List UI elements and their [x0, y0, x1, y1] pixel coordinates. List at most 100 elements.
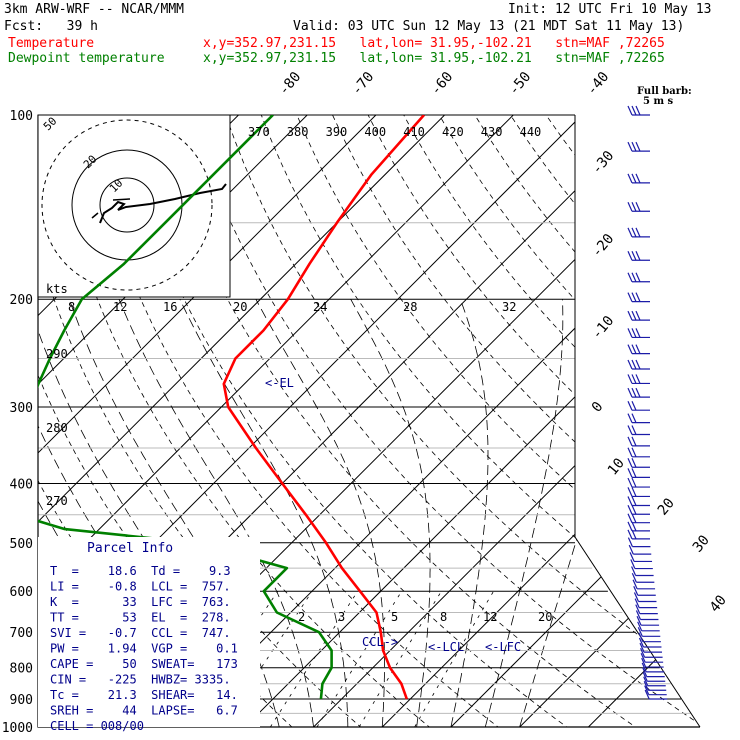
- wind-barb-flag: [638, 632, 644, 642]
- theta-label: 400: [364, 125, 386, 139]
- wind-barb-flag: [635, 141, 641, 152]
- full-barb-speed: 5 m s: [643, 96, 674, 107]
- wind-barb-flag: [635, 310, 641, 321]
- mixing-ratio-label: 3: [338, 610, 345, 624]
- wind-barb-flag: [631, 566, 637, 576]
- wind-barb-flag: [635, 227, 641, 238]
- wind-barb-flag: [627, 487, 633, 497]
- hodograph-speed-label: 8: [68, 300, 75, 314]
- parcel-info-row: SREH = 44 LAPSE= 6.7: [50, 704, 238, 718]
- wind-barb-flag: [631, 436, 637, 447]
- wind-barb-flag: [631, 359, 637, 370]
- wind-barb-flag: [635, 387, 641, 398]
- isotherm-label: 40: [707, 592, 730, 615]
- wind-barb: [627, 328, 650, 339]
- wind-barb-flag: [631, 447, 637, 458]
- wind-barb-flag: [627, 529, 633, 540]
- hodograph-speed-label: 28: [403, 300, 417, 314]
- parcel-info-row: TT = 53 EL = 278.: [50, 611, 231, 625]
- wind-barb-flag: [643, 676, 649, 687]
- wind-barb: [643, 676, 666, 687]
- wind-barb-flag: [637, 621, 643, 632]
- dry-adiabat-line: [216, 115, 700, 727]
- lfc-marker: <-LFC: [485, 640, 521, 654]
- parcel-info-row: K = 33 LFC = 763.: [50, 595, 231, 609]
- wind-barb-flag: [633, 592, 640, 602]
- wind-barb-flag: [635, 359, 641, 370]
- wind-barb-flag: [635, 344, 641, 354]
- isotherm-label: -70: [349, 69, 378, 99]
- wind-barb-flag: [629, 552, 635, 562]
- wind-barb-flag: [644, 685, 650, 695]
- wind-barb-flag: [644, 689, 650, 700]
- theta-label: 280: [46, 421, 68, 435]
- wind-barb: [631, 572, 655, 583]
- isotherm-line: [368, 115, 700, 727]
- wind-barb-flag: [627, 436, 633, 447]
- wind-barb: [627, 487, 650, 498]
- wind-barb: [627, 374, 650, 385]
- wind-barb-flag: [631, 504, 637, 515]
- temperature-legend-label: Temperature: [8, 36, 95, 51]
- wind-barb-flag: [635, 173, 641, 184]
- isotherm-label: -20: [589, 231, 618, 261]
- wind-barb-flag: [638, 637, 645, 648]
- wind-barb-flag: [631, 310, 637, 321]
- wind-barb-flag: [634, 598, 640, 608]
- wind-barb: [627, 504, 650, 515]
- pressure-tick-label: 500: [10, 537, 33, 552]
- ccl-marker: CCL->: [362, 635, 398, 649]
- wind-barb: [627, 227, 650, 238]
- wind-barb-flag: [633, 585, 639, 596]
- wind-barb-flag: [627, 458, 633, 468]
- wind-barb-flag: [627, 513, 633, 523]
- wind-barb-flag: [627, 344, 633, 354]
- mixing-ratio-label: 20: [538, 610, 552, 624]
- hodograph-speed-label: 12: [113, 300, 127, 314]
- wind-barb: [642, 667, 665, 678]
- full-barb-legend: Full barb:: [637, 86, 692, 97]
- moist-adiabat-line: [255, 299, 385, 727]
- mixing-ratio-line: [316, 590, 403, 727]
- model-title: 3km ARW-WRF -- NCAR/MMM: [4, 2, 185, 17]
- dewpoint-trace: [38, 115, 333, 700]
- parcel-info-row: CIN = -225 HWBZ= 3335.: [50, 673, 231, 687]
- wind-barb: [627, 359, 650, 370]
- wind-barb: [630, 559, 653, 570]
- wind-barb-flag: [635, 202, 641, 212]
- wind-barb-flag: [631, 458, 637, 468]
- theta-label: 270: [46, 494, 68, 508]
- dry-adiabat-line: [527, 115, 700, 727]
- wind-barb-flag: [627, 468, 633, 478]
- wind-barb-flag: [635, 105, 641, 116]
- dry-adiabat-line: [354, 115, 700, 727]
- wind-barb: [627, 251, 650, 261]
- wind-barb-flag: [631, 202, 637, 212]
- wind-barb: [644, 689, 668, 700]
- wind-barb-flag: [628, 544, 634, 555]
- wind-barb-flag: [627, 359, 633, 370]
- hodograph-storm-motion: [91, 198, 131, 219]
- hodograph-ring: [99, 177, 155, 233]
- hodograph-speed-label: 24: [313, 300, 327, 314]
- parcel-info-row: T = 18.6 Td = 9.3: [50, 564, 231, 578]
- isotherm-label: -50: [506, 69, 535, 99]
- wind-barb: [627, 387, 650, 398]
- wind-barb: [627, 292, 650, 303]
- wind-barb: [632, 579, 656, 590]
- dewpoint-legend-label: Dewpoint temperature: [8, 51, 165, 66]
- wind-barb-flag: [631, 400, 637, 411]
- valid-time: Valid: 03 UTC Sun 12 May 13 (21 MDT Sat …: [293, 19, 685, 34]
- wind-barb: [627, 477, 650, 488]
- dry-adiabat-line: [78, 115, 516, 727]
- wind-barb-flag: [643, 681, 649, 691]
- moist-adiabat-line: [68, 299, 280, 727]
- isotherm-line: [162, 115, 700, 727]
- lcl-marker: <-LCL: [428, 640, 464, 654]
- isotherm-line: [231, 115, 700, 727]
- wind-barb-flag: [639, 642, 645, 653]
- kts-label: kts: [46, 282, 68, 296]
- pressure-tick-label: 300: [10, 401, 33, 416]
- wind-barb-flag: [627, 447, 633, 458]
